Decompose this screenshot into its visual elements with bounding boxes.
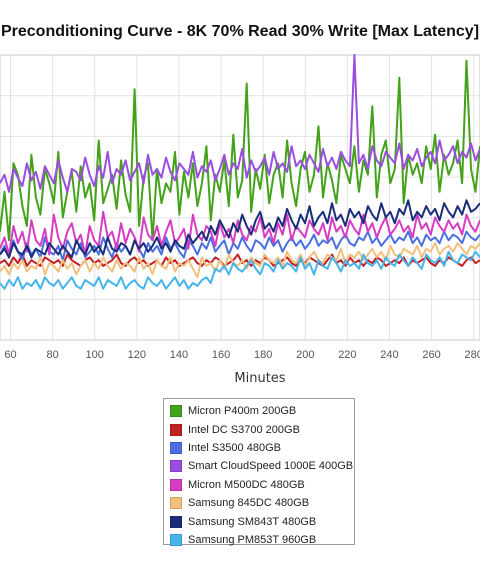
legend-swatch bbox=[170, 533, 182, 546]
legend-item[interactable]: Samsung PM853T 960GB bbox=[170, 531, 354, 549]
x-tick-label: 240 bbox=[380, 349, 398, 361]
x-tick-label: 120 bbox=[128, 349, 146, 361]
x-tick-label: 80 bbox=[47, 349, 59, 361]
legend-label: Micron P400m 200GB bbox=[188, 405, 297, 418]
legend-label: Samsung PM853T 960GB bbox=[188, 533, 317, 546]
chart-title: Preconditioning Curve - 8K 70% Read 30% … bbox=[1, 23, 479, 40]
legend-swatch bbox=[170, 478, 182, 491]
legend-swatch bbox=[170, 460, 182, 473]
series-line-4 bbox=[0, 54, 480, 193]
legend-swatch bbox=[170, 441, 182, 454]
x-tick-label: 160 bbox=[212, 349, 230, 361]
legend-swatch bbox=[170, 405, 182, 418]
legend-label: Samsung SM843T 480GB bbox=[188, 515, 317, 528]
legend-swatch bbox=[170, 515, 182, 528]
x-tick-labels: 60 80 100 120 140 160 180 200 220 240 260 280 bbox=[4, 349, 480, 361]
legend-swatch bbox=[170, 423, 182, 436]
x-tick-label: 180 bbox=[254, 349, 272, 361]
legend-label: Samsung 845DC 480GB bbox=[188, 497, 310, 510]
x-tick-label: 280 bbox=[465, 349, 480, 361]
plot-area bbox=[0, 54, 480, 341]
series-line-3 bbox=[0, 230, 480, 262]
x-tick-label: 100 bbox=[86, 349, 104, 361]
series-line-8 bbox=[0, 250, 480, 290]
legend: Micron P400m 200GB Intel DC S3700 200GB In… bbox=[163, 398, 355, 546]
series-line-1 bbox=[0, 59, 480, 242]
x-axis-label: Minutes bbox=[234, 371, 285, 386]
x-tick-label: 220 bbox=[338, 349, 356, 361]
legend-item[interactable]: Micron M500DC 480GB bbox=[170, 476, 354, 494]
series-line-5 bbox=[0, 210, 480, 256]
legend-item[interactable]: Intel S3500 480GB bbox=[170, 439, 354, 457]
x-tick-label: 260 bbox=[422, 349, 440, 361]
legend-swatch bbox=[170, 497, 182, 510]
x-tick-label: 140 bbox=[170, 349, 188, 361]
legend-label: Intel S3500 480GB bbox=[188, 441, 281, 454]
legend-item[interactable]: Intel DC S3700 200GB bbox=[170, 420, 354, 438]
legend-item[interactable]: Samsung 845DC 480GB bbox=[170, 494, 354, 512]
x-tick-label: 200 bbox=[296, 349, 314, 361]
grid bbox=[0, 54, 480, 341]
x-tick-label: 60 bbox=[4, 349, 16, 361]
legend-label: Smart CloudSpeed 1000E 400GB bbox=[188, 460, 354, 473]
legend-label: Micron M500DC 480GB bbox=[188, 478, 305, 491]
series-lines bbox=[0, 54, 480, 290]
series-line-7 bbox=[0, 199, 480, 259]
legend-label: Intel DC S3700 200GB bbox=[188, 423, 300, 436]
legend-item[interactable]: Samsung SM843T 480GB bbox=[170, 512, 354, 530]
legend-item[interactable]: Micron P400m 200GB bbox=[170, 402, 354, 420]
legend-item[interactable]: Smart CloudSpeed 1000E 400GB bbox=[170, 457, 354, 475]
